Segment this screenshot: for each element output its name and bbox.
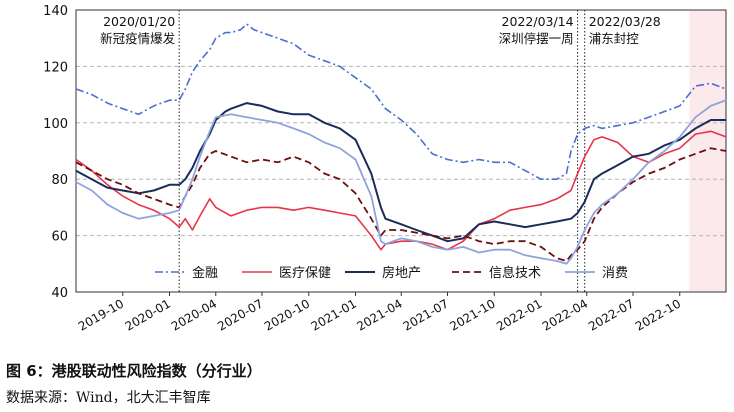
x-tick-label: 2020-01 xyxy=(123,296,173,333)
y-tick-label: 100 xyxy=(43,117,68,132)
series-line xyxy=(75,130,727,251)
plot-frame xyxy=(75,9,727,293)
y-tick-label: 60 xyxy=(51,230,68,245)
figure-caption: 图 6：港股联动性风险指数（分行业） xyxy=(6,362,262,380)
x-tick-label: 2022-04 xyxy=(540,296,590,333)
line-chart: 4060801001201402019-102020-012020-042020… xyxy=(43,4,727,334)
x-tick-label: 2021-01 xyxy=(309,296,359,333)
x-tick-label: 2022-01 xyxy=(494,296,544,333)
legend-label: 房地产 xyxy=(382,265,421,281)
x-tick-label: 2020-07 xyxy=(215,296,265,333)
legend-label: 医疗保健 xyxy=(279,266,331,281)
x-tick-label: 2021-04 xyxy=(354,296,404,333)
y-tick-label: 80 xyxy=(51,173,68,188)
event-description-label: 新冠疫情爆发 xyxy=(100,31,176,46)
x-tick-label: 2020-10 xyxy=(262,296,312,333)
event-description-label: 深圳停摆一周 xyxy=(499,31,574,46)
series-line xyxy=(75,147,727,262)
legend-label: 信息技术 xyxy=(489,265,541,281)
event-date-label: 2020/01/20 xyxy=(103,14,175,29)
event-date-label: 2022/03/14 xyxy=(502,14,574,29)
event-date-label: 2022/03/28 xyxy=(589,14,661,29)
x-tick-label: 2019-10 xyxy=(76,296,126,333)
x-tick-label: 2022-07 xyxy=(586,296,636,333)
event-description-label: 浦东封控 xyxy=(589,31,640,46)
y-tick-label: 140 xyxy=(43,4,68,19)
data-source: 数据来源：Wind，北大汇丰智库 xyxy=(6,390,211,406)
chart-area: 40 60 80 100 120 140 2019-10 2020-01 2020-04 2020… xyxy=(43,4,727,334)
legend-label: 金融 xyxy=(192,265,218,281)
x-tick-label: 2021-07 xyxy=(401,296,451,333)
x-tick-label: 2021-10 xyxy=(447,296,497,333)
series-line xyxy=(75,23,727,180)
series-line xyxy=(75,99,727,265)
y-tick-label: 120 xyxy=(43,60,68,75)
legend-label: 消费 xyxy=(602,266,628,281)
shaded-region xyxy=(689,10,726,292)
series-line xyxy=(75,102,726,243)
x-tick-label: 2022-10 xyxy=(633,296,683,333)
x-tick-label: 2020-04 xyxy=(169,296,219,333)
y-tick-label: 40 xyxy=(51,286,68,301)
